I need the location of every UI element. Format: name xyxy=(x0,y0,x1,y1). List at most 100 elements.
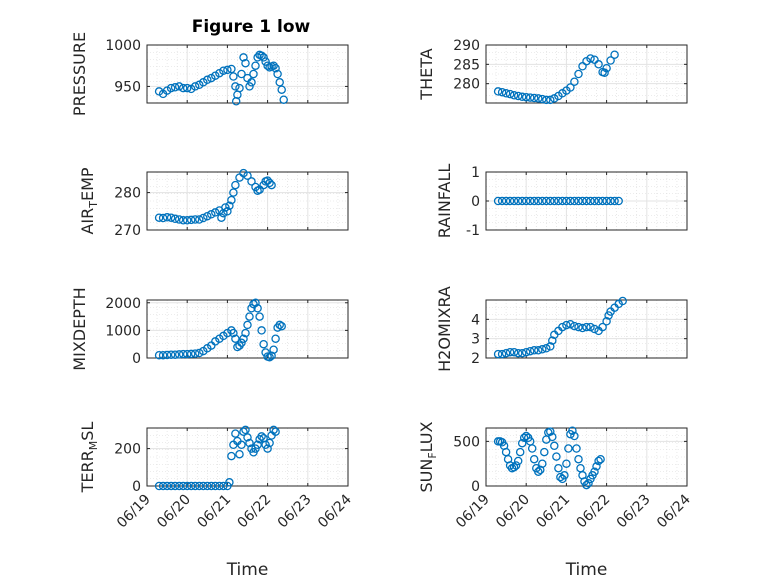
data-point xyxy=(600,68,609,78)
data-point xyxy=(534,467,543,476)
data-point xyxy=(245,438,254,448)
data-point xyxy=(265,178,274,188)
data-point xyxy=(546,95,555,105)
data-point xyxy=(223,65,232,75)
data-point xyxy=(269,425,278,435)
data-point xyxy=(249,69,258,79)
data-point xyxy=(259,53,268,62)
subplot-3: 270 280 AIRTEMP xyxy=(78,167,349,239)
data-point xyxy=(602,63,611,73)
y-tick-label: 280 xyxy=(453,77,480,93)
subplot-2: 280 285 290 THETA xyxy=(417,38,688,105)
data-point xyxy=(570,321,579,331)
y-tick-label: 500 xyxy=(453,434,480,450)
data-point xyxy=(521,92,531,102)
data-point xyxy=(207,210,216,219)
data-point xyxy=(203,481,212,491)
data-point xyxy=(582,196,591,206)
data-point xyxy=(243,433,252,442)
data-point xyxy=(505,89,515,99)
data-point xyxy=(273,69,282,79)
data-point xyxy=(586,322,595,332)
data-point xyxy=(182,481,192,491)
data-point xyxy=(225,201,234,210)
data-point xyxy=(259,339,268,349)
y-tick-label: 2000 xyxy=(105,296,141,312)
data-point xyxy=(158,481,168,491)
subplot-7: 0 200 06/19 06/20 06/21 06/22 06/23 06/24 TERRMS… xyxy=(78,422,355,580)
data-point xyxy=(552,452,561,461)
data-point xyxy=(525,196,535,206)
data-point xyxy=(229,188,238,197)
subplot-8: 0 500 06/19 06/20 06/21 06/22 06/23 06/24 SUNFLU… xyxy=(417,421,694,580)
data-point xyxy=(538,94,547,104)
data-point xyxy=(162,213,172,222)
data-point xyxy=(517,196,527,206)
data-point xyxy=(271,334,280,343)
data-point xyxy=(546,196,555,206)
data-point xyxy=(614,196,623,206)
data-point xyxy=(223,207,232,216)
data-point xyxy=(501,348,511,358)
data-point xyxy=(166,213,176,222)
data-point xyxy=(501,89,511,98)
data-point xyxy=(178,349,188,359)
data-point xyxy=(525,93,535,102)
data-point xyxy=(174,350,184,359)
x-axis-label: Time xyxy=(226,560,269,580)
data-point xyxy=(174,82,184,91)
data-point xyxy=(178,481,188,491)
x-tick-label: 06/21 xyxy=(533,492,573,532)
data-point xyxy=(190,481,200,491)
data-point xyxy=(271,427,280,436)
data-point xyxy=(566,319,575,329)
data-point xyxy=(521,347,531,357)
data-point xyxy=(154,350,164,360)
data-point xyxy=(505,347,515,357)
data-point xyxy=(245,312,254,321)
data-point xyxy=(239,427,248,436)
data-point xyxy=(497,349,507,359)
data-point xyxy=(227,64,236,74)
data-point xyxy=(231,180,240,190)
data-point xyxy=(584,479,593,488)
data-point xyxy=(558,196,567,206)
data-point xyxy=(574,454,583,464)
y-axis-label: H2OMIXRA xyxy=(435,286,454,372)
data-point xyxy=(554,463,563,473)
data-point xyxy=(257,326,266,335)
data-point xyxy=(505,196,515,206)
data-point xyxy=(253,53,262,62)
data-point xyxy=(253,440,262,450)
data-point xyxy=(245,82,254,91)
x-tick-label: 06/20 xyxy=(493,492,533,532)
data-point xyxy=(265,438,274,448)
data-point xyxy=(237,440,246,450)
data-point xyxy=(170,481,180,491)
data-point xyxy=(602,196,611,206)
data-point xyxy=(586,54,595,63)
data-point xyxy=(186,215,196,225)
data-point xyxy=(275,320,284,330)
data-point xyxy=(170,214,180,224)
y-axis-label: THETA xyxy=(417,48,436,100)
data-point xyxy=(253,304,262,313)
data-point xyxy=(231,429,240,438)
data-point xyxy=(525,346,535,356)
y-tick-label: 0 xyxy=(471,194,480,210)
x-tick-label: 06/22 xyxy=(235,492,275,532)
data-point xyxy=(229,328,238,338)
x-tick-label: 06/23 xyxy=(275,492,315,532)
data-point xyxy=(239,334,248,343)
data-point xyxy=(550,94,559,103)
data-point xyxy=(546,342,555,351)
data-point xyxy=(602,317,611,326)
data-point xyxy=(509,347,519,357)
data-point xyxy=(166,350,176,359)
data-point xyxy=(546,427,555,436)
data-point xyxy=(166,83,176,93)
data-point xyxy=(534,196,543,206)
data-point xyxy=(178,216,188,225)
data-point xyxy=(538,345,547,354)
